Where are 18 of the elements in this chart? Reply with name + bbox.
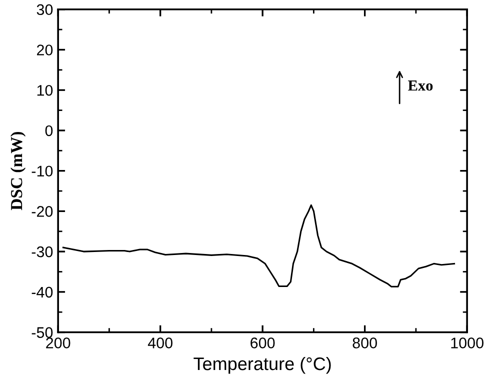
x-tick-label: 200 bbox=[46, 338, 70, 348]
x-tick-label: 1000 bbox=[451, 338, 484, 348]
annotation: Exo bbox=[408, 80, 433, 91]
x-tick-label: 400 bbox=[148, 338, 172, 348]
x-tick-label: 600 bbox=[250, 338, 275, 348]
y-tick-label: 20 bbox=[36, 44, 53, 56]
y-tick-label: 30 bbox=[36, 4, 53, 16]
x-axis-title: Temperature (°C) bbox=[194, 356, 331, 374]
y-tick-label: -50 bbox=[32, 327, 53, 338]
y-tick-label: -10 bbox=[32, 166, 53, 177]
y-tick-label: 10 bbox=[37, 84, 53, 96]
y-tick-label: 0 bbox=[45, 125, 53, 136]
y-tick-label: -40 bbox=[32, 286, 53, 298]
x-tick-label: 800 bbox=[352, 338, 377, 348]
y-axis-title: DSC (mW) bbox=[10, 132, 26, 210]
y-tick-label: -30 bbox=[32, 246, 53, 258]
y-tick-label: -20 bbox=[32, 206, 53, 217]
line-series bbox=[62, 204, 456, 288]
